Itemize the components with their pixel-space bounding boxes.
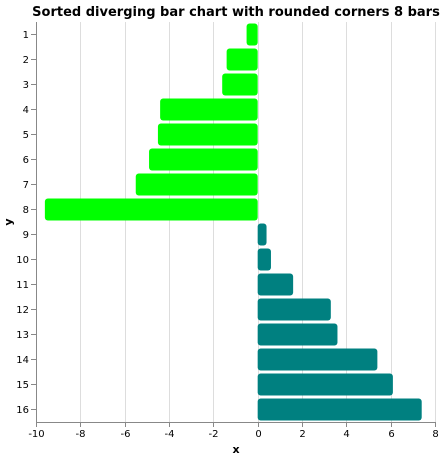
x-tick-label: -4 bbox=[165, 429, 175, 440]
bar bbox=[257, 248, 271, 271]
grid bbox=[36, 22, 436, 422]
bar bbox=[246, 23, 258, 46]
bar bbox=[160, 98, 258, 121]
y-tick-label: 13 bbox=[16, 330, 29, 341]
bar bbox=[44, 198, 258, 221]
x-tick-label: -8 bbox=[76, 429, 86, 440]
bar bbox=[257, 323, 338, 346]
bar bbox=[257, 298, 331, 321]
bar bbox=[257, 273, 294, 296]
bar bbox=[222, 73, 258, 96]
y-tick-label: 12 bbox=[16, 305, 29, 316]
x-tick-label: 6 bbox=[388, 429, 394, 440]
bar bbox=[149, 148, 258, 171]
y-tick-label: 8 bbox=[23, 205, 29, 216]
y-tick-label: 10 bbox=[16, 255, 29, 266]
x-tick-label: 0 bbox=[255, 429, 261, 440]
y-axis-title: y bbox=[2, 218, 15, 225]
y-tick-label: 7 bbox=[23, 180, 29, 191]
bar bbox=[257, 348, 378, 371]
y-tick-label: 2 bbox=[23, 55, 29, 66]
bar bbox=[257, 398, 422, 421]
bar bbox=[257, 373, 393, 396]
y-tick-label: 11 bbox=[16, 280, 29, 291]
x-tick-label: 2 bbox=[299, 429, 305, 440]
chart-title: Sorted diverging bar chart with rounded … bbox=[32, 5, 440, 20]
bar bbox=[157, 123, 258, 146]
bar bbox=[135, 173, 258, 196]
y-tick-label: 16 bbox=[16, 405, 29, 416]
x-tick-label: -2 bbox=[209, 429, 219, 440]
y-tick-label: 1 bbox=[23, 30, 29, 41]
y-tick-label: 9 bbox=[23, 230, 29, 241]
x-tick-label: -10 bbox=[28, 429, 44, 440]
y-tick-label: 4 bbox=[23, 105, 29, 116]
y-tick-label: 3 bbox=[23, 80, 29, 91]
y-tick-label: 15 bbox=[16, 380, 29, 391]
y-tick-label: 5 bbox=[23, 130, 29, 141]
x-tick-label: 4 bbox=[343, 429, 349, 440]
y-tick-label: 6 bbox=[23, 155, 29, 166]
x-axis-title: x bbox=[232, 443, 239, 456]
bar bbox=[257, 223, 267, 246]
x-tick-label: 8 bbox=[432, 429, 438, 440]
x-tick-label: -6 bbox=[121, 429, 131, 440]
y-tick-label: 14 bbox=[16, 355, 29, 366]
bars bbox=[44, 23, 422, 421]
bar bbox=[226, 48, 258, 71]
